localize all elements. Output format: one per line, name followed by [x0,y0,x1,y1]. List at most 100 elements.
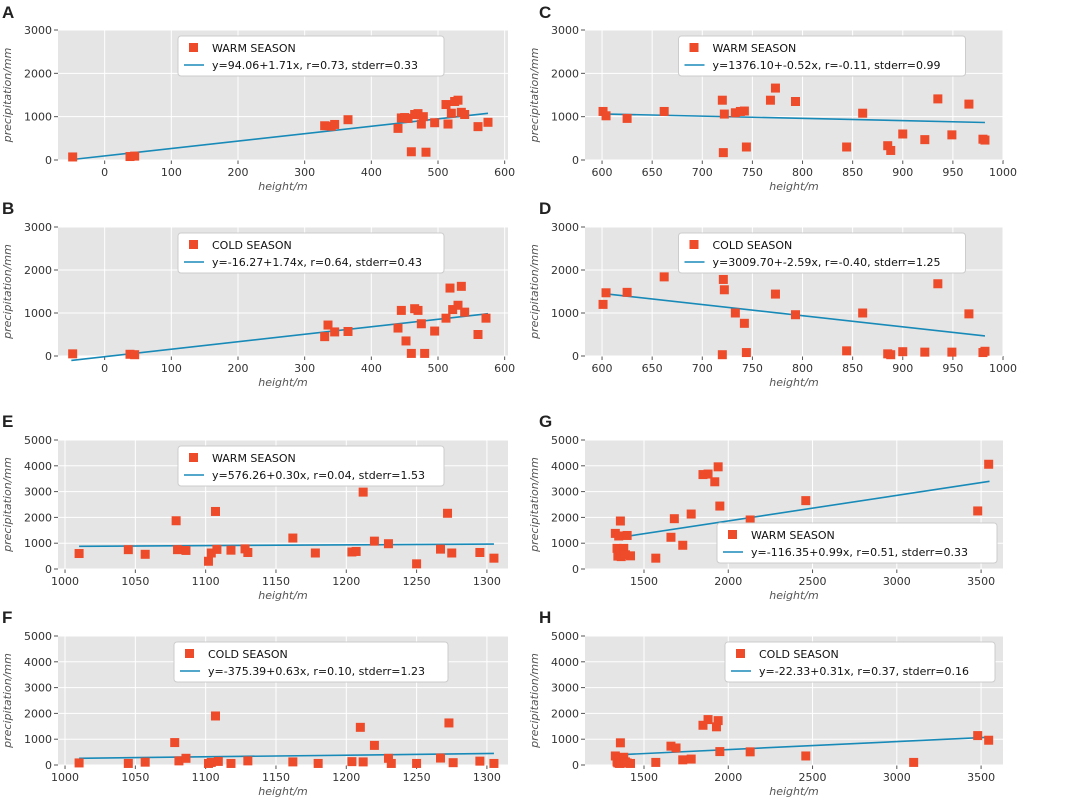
x-tick-label: 300 [294,166,315,179]
data-point [739,318,749,328]
legend-points-label: WARM SEASON [212,452,296,465]
data-point [310,548,320,558]
x-tick-label: 700 [692,362,713,375]
data-point [323,320,333,330]
data-point [211,506,220,516]
legend-points-label: COLD SEASON [212,239,292,252]
legend-line-label: y=94.06+1.71x, r=0.73, stderr=0.33 [212,59,418,72]
data-point [446,108,456,118]
legend-point-marker [189,453,198,462]
data-point [130,350,140,360]
data-point [393,123,403,133]
y-tick-label: 5000 [551,434,579,447]
data-point [453,95,463,105]
x-tick-label: 600 [592,166,613,179]
data-point [620,550,630,560]
data-point [718,274,728,284]
data-point [741,348,751,358]
x-tick-label: 2500 [799,575,827,588]
data-point [601,288,611,298]
panel-letter: C [539,3,551,22]
y-tick-label: 2000 [551,264,579,277]
data-point [741,142,751,152]
panel-letter: B [2,199,14,218]
data-point [343,115,353,125]
data-point [313,758,323,768]
x-tick-label: 750 [742,362,763,375]
data-point [483,117,493,127]
data-point [671,743,681,753]
legend-points-label: COLD SEASON [713,239,793,252]
x-axis-label: height/m [258,180,307,193]
data-point [984,735,994,745]
x-tick-label: 950 [942,166,963,179]
data-point [243,547,253,557]
y-tick-label: 5000 [551,630,579,643]
y-tick-label: 3000 [24,682,52,695]
data-point [703,469,713,479]
data-point [475,756,485,766]
data-point [343,326,353,336]
x-tick-label: 2500 [799,771,827,784]
data-point [678,755,688,765]
legend: COLD SEASON y=3009.70+-2.59x, r=-0.40, st… [678,232,966,274]
x-tick-label: 0 [101,362,108,375]
x-tick-label: 1300 [473,771,501,784]
y-tick-label: 2000 [24,707,52,720]
data-point [886,145,896,155]
legend-box [177,35,445,77]
data-point [883,141,893,151]
data-point [745,747,755,757]
data-point [386,758,396,768]
data-point [858,108,868,118]
data-point [626,758,636,768]
data-point [842,346,852,356]
data-point [801,496,811,506]
x-tick-label: 950 [942,362,963,375]
y-tick-label: 2000 [24,511,52,524]
data-point [401,336,411,346]
data-point [243,756,253,766]
legend-points-label: COLD SEASON [208,648,288,661]
data-point [416,319,426,329]
y-tick-label: 0 [45,350,52,363]
x-tick-label: 1050 [121,575,149,588]
x-axis-label: height/m [769,180,818,193]
data-point [355,722,365,732]
y-tick-label: 1000 [24,537,52,550]
data-point [686,754,696,764]
data-point [698,470,708,480]
data-point [369,536,379,546]
data-point [920,347,930,357]
y-tick-label: 2000 [24,67,52,80]
data-point [443,508,453,518]
data-point [739,106,749,116]
data-point [598,299,608,309]
data-point [125,349,135,359]
regression-line [79,752,494,760]
data-point [460,307,470,317]
data-point [403,113,413,123]
y-tick-label: 2000 [551,67,579,80]
data-point [719,109,729,119]
data-point [330,327,340,337]
panel-b: B 0 100 200 300 400 500 600 0 1000 2000 3000 height/… [1,199,515,389]
data-point [666,532,676,542]
data-point [448,305,458,315]
panel-c: C 600 650 700 750 800 850 900 950 1000 0 1000 2000 30… [528,3,1017,193]
x-tick-label: 3500 [967,771,995,784]
data-point [898,347,908,357]
x-tick-label: 900 [892,166,913,179]
y-tick-label: 5000 [24,434,52,447]
legend-line-label: y=-375.39+0.63x, r=0.10, stderr=1.23 [208,665,425,678]
data-point [473,122,483,132]
legend-points-label: COLD SEASON [759,648,839,661]
legend-line-label: y=576.26+0.30x, r=0.04, stderr=1.53 [212,469,425,482]
x-tick-label: 1250 [403,771,431,784]
y-tick-label: 1000 [551,307,579,320]
y-tick-label: 4000 [24,460,52,473]
legend-point-marker [189,43,198,52]
data-point [489,553,499,563]
data-point [984,459,994,469]
